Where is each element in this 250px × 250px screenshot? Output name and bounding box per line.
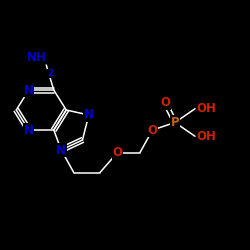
Text: N: N: [24, 84, 34, 96]
Text: OH: OH: [196, 130, 216, 143]
Text: O: O: [148, 124, 158, 136]
Text: O: O: [160, 96, 170, 109]
Text: N: N: [84, 108, 94, 122]
Text: OH: OH: [196, 102, 216, 115]
Text: NH: NH: [26, 51, 46, 64]
Text: N: N: [24, 124, 34, 136]
Text: P: P: [171, 116, 179, 129]
Text: 2: 2: [48, 69, 54, 78]
Text: N: N: [56, 144, 66, 156]
Text: O: O: [112, 146, 122, 159]
